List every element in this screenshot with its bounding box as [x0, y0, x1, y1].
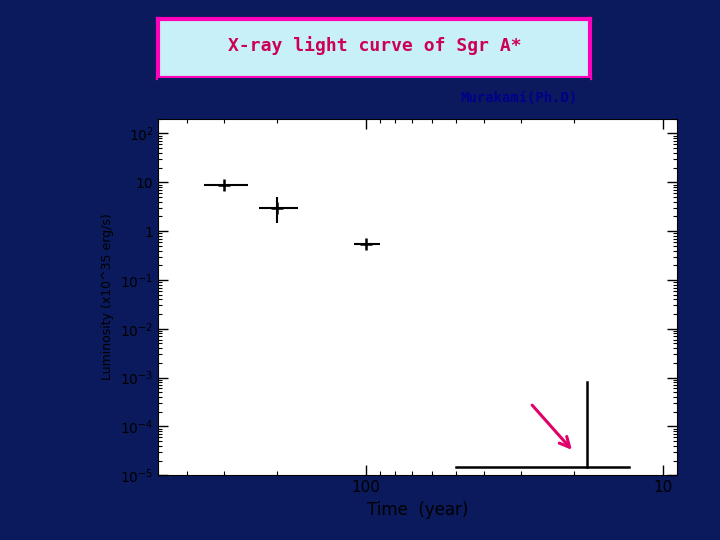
- Text: Murakami(Ph.D): Murakami(Ph.D): [460, 91, 577, 105]
- Text: X-ray light curve of Sgr A*: X-ray light curve of Sgr A*: [228, 36, 521, 55]
- Y-axis label: Luminosity (x10^35 erg/s): Luminosity (x10^35 erg/s): [102, 214, 114, 380]
- X-axis label: Time  (year): Time (year): [367, 501, 468, 518]
